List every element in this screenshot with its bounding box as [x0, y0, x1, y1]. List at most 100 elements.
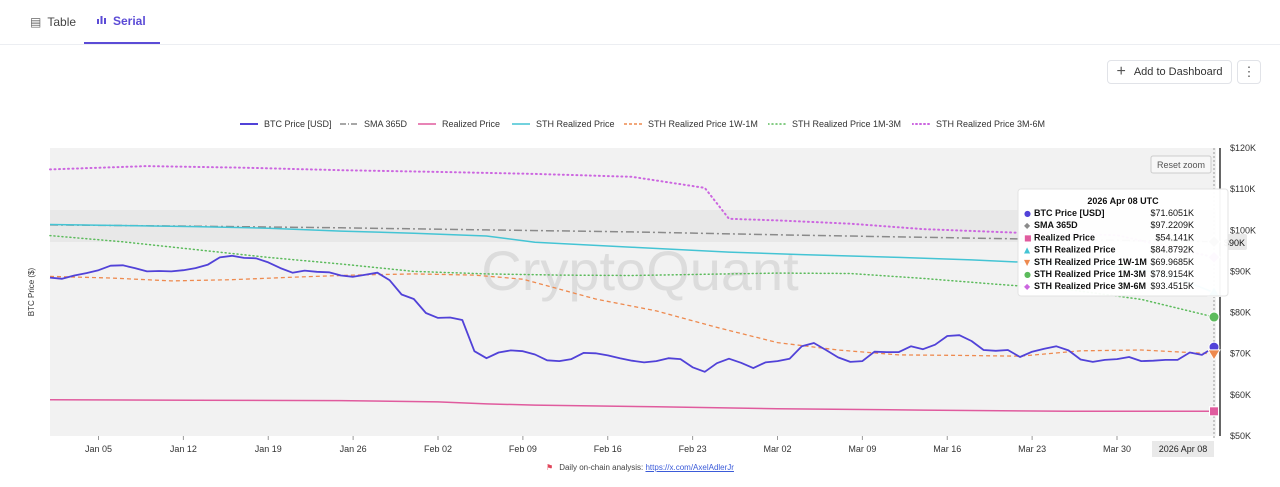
tooltip-value: $93.4515K	[1150, 281, 1194, 291]
x-tick-label: Jan 12	[170, 444, 197, 454]
x-tick-label: Feb 02	[424, 444, 452, 454]
tooltip-label: Realized Price	[1034, 232, 1095, 242]
x-tick-label: Mar 02	[763, 444, 791, 454]
tooltip-value: $84.8792K	[1150, 245, 1194, 255]
legend-swatch-btc	[240, 123, 258, 125]
legend-item-realized[interactable]: Realized Price	[418, 114, 500, 134]
watermark: CryptoQuant	[481, 239, 799, 302]
tooltip-row: ▼ STH Realized Price 1W-1M $69.9685K	[1024, 257, 1194, 267]
series-line-sth-1w-1m	[49, 273, 1215, 357]
y-tick-label: $80K	[1230, 308, 1251, 318]
tooltip-value: $54.141K	[1155, 232, 1194, 242]
legend-item-sth-1m-3m[interactable]: STH Realized Price 1M-3M	[768, 114, 901, 134]
tooltip-marker: ■	[1024, 233, 1032, 242]
add-to-dashboard-label: Add to Dashboard	[1133, 66, 1223, 78]
legend-label-btc: BTC Price [USD]	[264, 119, 332, 129]
tooltip-value: $78.9154K	[1150, 269, 1194, 279]
y-tick-label: $60K	[1230, 390, 1251, 400]
footer-note: ⚑ Daily on-chain analysis: https://x.com/…	[0, 463, 1280, 472]
legend-label-sth: STH Realized Price	[536, 119, 615, 129]
end-marker-sth-1w-1m	[1207, 349, 1221, 361]
view-tabs: ▤ Table Serial	[0, 0, 1280, 45]
legend-label-sma: SMA 365D	[364, 119, 408, 129]
y-tick-label: $100K	[1230, 225, 1256, 235]
series-line-sth-3m-6m	[49, 165, 1215, 259]
legend-swatch-sth-1m-3m	[768, 123, 786, 125]
reset-zoom-label: Reset zoom	[1157, 160, 1205, 170]
legend-swatch-sma	[340, 123, 358, 125]
legend-label-sth-3m-6m: STH Realized Price 3M-6M	[936, 119, 1046, 129]
tooltip-row: ● STH Realized Price 1M-3M $78.9154K	[1024, 269, 1194, 279]
tab-table-label: Table	[47, 15, 77, 29]
chart-legend: BTC Price [USD] SMA 365D Realized Price …	[0, 114, 1280, 134]
tooltip-row: ● BTC Price [USD] $71.6051K	[1024, 208, 1194, 218]
tooltip-value: $97.2209K	[1150, 220, 1194, 230]
legend-item-sth-3m-6m[interactable]: STH Realized Price 3M-6M	[912, 114, 1045, 134]
tooltip-label: STH Realized Price 1W-1M	[1034, 257, 1147, 267]
reset-zoom-button[interactable]: Reset zoom	[1150, 155, 1212, 174]
footer-text: Daily on-chain analysis:	[559, 463, 644, 472]
legend-label-sth-1m-3m: STH Realized Price 1M-3M	[792, 119, 902, 129]
y-tick-label: $70K	[1230, 349, 1251, 359]
end-marker-realized	[1209, 406, 1219, 417]
x-axis: Jan 05 Jan 12 Jan 19 Jan 26 Feb 02 Feb 09 Feb …	[85, 436, 1131, 454]
legend-item-btc[interactable]: BTC Price [USD]	[240, 114, 332, 134]
crosshair-date-label: 2026 Apr 08	[1159, 444, 1208, 454]
tab-serial-label: Serial	[113, 14, 146, 28]
tooltip-label: STH Realized Price 3M-6M	[1034, 281, 1146, 291]
x-tick-label: Mar 30	[1103, 444, 1131, 454]
end-marker-sth-1m-3m	[1208, 311, 1220, 323]
tab-serial[interactable]: Serial	[84, 0, 160, 44]
tooltip-row: ◆ SMA 365D $97.2209K	[1024, 220, 1194, 230]
legend-swatch-sth	[512, 123, 530, 125]
y-tick-label: $50K	[1230, 431, 1251, 441]
x-tick-label: Feb 09	[509, 444, 537, 454]
tooltip-label: SMA 365D	[1034, 220, 1078, 230]
bar-chart-icon	[96, 14, 107, 28]
series-lines	[49, 165, 1215, 413]
tooltip-label: BTC Price [USD]	[1034, 208, 1105, 218]
series-line-realized	[49, 399, 1214, 413]
more-options-button[interactable]: ⋮	[1237, 60, 1261, 84]
tooltip-marker: ●	[1024, 209, 1031, 218]
add-to-dashboard-button[interactable]: + Add to Dashboard	[1107, 60, 1232, 84]
tooltip-label: STH Realized Price	[1034, 245, 1116, 255]
tooltip-title: 2026 Apr 08 UTC	[1087, 196, 1159, 206]
tooltip-label: STH Realized Price 1M-3M	[1034, 269, 1146, 279]
legend-label-sth-1w-1m: STH Realized Price 1W-1M	[648, 119, 758, 129]
table-icon: ▤	[30, 15, 42, 29]
data-tooltip: 2026 Apr 08 UTC ● BTC Price [USD] $71.6051…	[1017, 188, 1229, 297]
tooltip-marker: ◆	[1024, 221, 1031, 230]
tooltip-marker: ●	[1024, 270, 1031, 279]
x-tick-label: Mar 23	[1018, 444, 1046, 454]
price-chart[interactable]: CryptoQuant BTC Price ($) $50K $60K $70K $8…	[0, 140, 1280, 460]
x-tick-label: Feb 16	[594, 444, 622, 454]
more-vertical-icon: ⋮	[1242, 64, 1256, 79]
x-tick-label: Jan 26	[340, 444, 367, 454]
footer-link[interactable]: https://x.com/AxelAdlerJr	[645, 463, 734, 472]
legend-item-sth-1w-1m[interactable]: STH Realized Price 1W-1M	[624, 114, 758, 134]
x-tick-label: Jan 05	[85, 444, 112, 454]
y-tick-label: $90K	[1230, 266, 1251, 276]
tooltip-marker: ▼	[1024, 258, 1031, 267]
y-axis: $50K $60K $70K $80K $90K $100K $110K $120K	[1230, 143, 1256, 441]
x-tick-label: Feb 23	[679, 444, 707, 454]
crosshair-date-badge: 2026 Apr 08	[1152, 441, 1214, 457]
tooltip-value: $71.6051K	[1150, 208, 1194, 218]
y-tick-label: $120K	[1230, 143, 1256, 153]
x-tick-label: Mar 16	[933, 444, 961, 454]
x-tick-label: Mar 09	[848, 444, 876, 454]
tooltip-marker: ▲	[1024, 246, 1031, 255]
legend-swatch-sth-1w-1m	[624, 123, 642, 125]
legend-swatch-realized	[418, 123, 436, 125]
tooltip-row: ■ Realized Price $54.141K	[1024, 232, 1194, 242]
flag-icon: ⚑	[546, 463, 554, 472]
tooltip-row: ▲ STH Realized Price $84.8792K	[1024, 245, 1194, 255]
current-price-label: $90K	[1224, 238, 1245, 248]
legend-swatch-sth-3m-6m	[912, 123, 930, 125]
tooltip-row: ◆ STH Realized Price 3M-6M $93.4515K	[1024, 281, 1194, 291]
legend-item-sma[interactable]: SMA 365D	[340, 114, 407, 134]
tab-table[interactable]: ▤ Table	[30, 0, 76, 44]
x-tick-label: Jan 19	[255, 444, 282, 454]
legend-item-sth[interactable]: STH Realized Price	[512, 114, 615, 134]
